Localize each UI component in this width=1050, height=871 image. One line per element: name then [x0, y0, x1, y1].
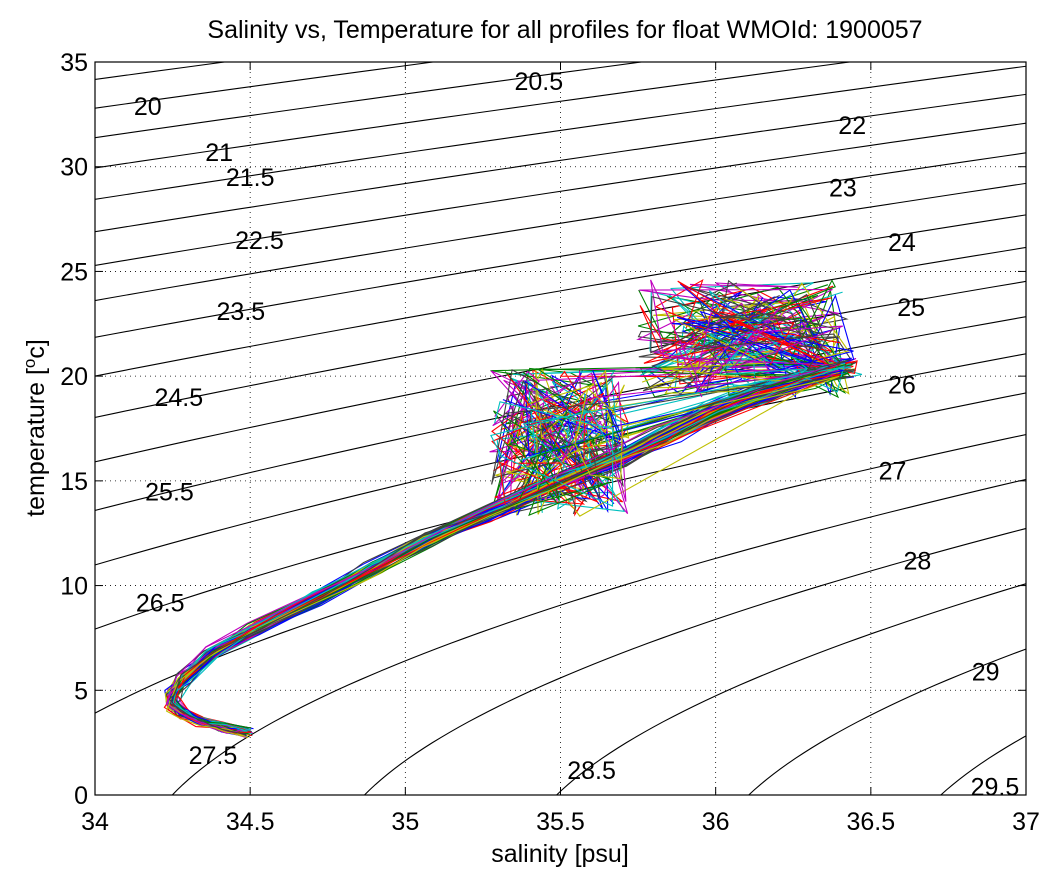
isopycnal-line	[95, 182, 1026, 338]
profile-line	[176, 369, 856, 737]
isopycnal-line	[95, 214, 1026, 377]
profile-line	[166, 369, 844, 734]
y-tick-label: 15	[60, 468, 88, 496]
isopycnal-line	[939, 735, 1026, 795]
y-tick-label: 30	[60, 154, 88, 182]
profile-line	[167, 279, 851, 735]
x-tick-label: 36	[702, 808, 730, 836]
contour-label: 27	[879, 457, 907, 485]
profile-line	[165, 279, 843, 735]
isopycnal-line	[747, 648, 1026, 795]
x-tick-label: 34	[81, 808, 109, 836]
isopycnal-line	[171, 478, 1026, 795]
contour-label: 28	[903, 547, 931, 575]
profile-line	[173, 365, 841, 734]
profile-line	[166, 302, 836, 739]
profile-line	[169, 361, 852, 728]
y-axis-ticks: 0 5 10 15 20 25 30 35	[60, 49, 1026, 810]
profile-line	[167, 375, 843, 738]
contour-label: 22	[838, 112, 866, 140]
profile-lines	[163, 279, 863, 739]
contour-label: 20.5	[514, 68, 563, 96]
contour-label: 26.5	[136, 589, 185, 617]
profile-line	[172, 280, 841, 731]
profile-line	[168, 370, 846, 735]
contour-label: 23.5	[217, 298, 266, 326]
contour-label: 29	[972, 658, 1000, 686]
contour-label: 22.5	[235, 227, 284, 255]
isopycnal-line	[95, 316, 1026, 511]
isopycnal-line	[363, 527, 1026, 795]
x-tick-label: 35	[391, 808, 419, 836]
isopycnal-contours	[95, 62, 1026, 795]
profile-line	[168, 294, 850, 736]
isopycnal-line	[95, 62, 438, 109]
contour-label: 26	[888, 372, 916, 400]
isopycnal-line	[95, 433, 1026, 714]
profile-line	[164, 286, 840, 737]
x-axis-label: salinity [psu]	[491, 840, 629, 868]
contour-label: 23	[829, 175, 857, 203]
isopycnal-line	[95, 122, 1026, 266]
y-tick-label: 35	[60, 49, 88, 77]
profile-line	[168, 357, 837, 734]
chart-title: Salinity vs, Temperature for all profile…	[207, 16, 922, 44]
x-axis-ticks: 34 34.5 35 35.5 36 36.5 37	[81, 62, 1040, 836]
y-tick-label: 5	[74, 677, 88, 705]
profile-line	[174, 362, 853, 734]
profile-line	[172, 366, 845, 732]
profile-line	[167, 370, 846, 736]
profile-line	[165, 375, 840, 739]
isopycnal-line	[95, 353, 1026, 566]
y-tick-label: 25	[60, 258, 88, 286]
isopycnal-line	[555, 583, 1026, 795]
profile-line	[170, 368, 851, 736]
profile-line	[170, 359, 847, 735]
isopycnal-line	[95, 152, 1026, 302]
contour-label: 27.5	[189, 742, 238, 770]
y-axis-label: temperature [oc]	[20, 339, 50, 517]
profile-line	[166, 367, 845, 737]
contour-label: 25.5	[145, 478, 194, 506]
contour-label: 20	[134, 93, 162, 121]
y-tick-label: 10	[60, 573, 88, 601]
contour-label: 29.5	[971, 774, 1020, 802]
isopycnal-line	[95, 93, 1026, 233]
contour-label: 21.5	[226, 164, 275, 192]
x-tick-label: 37	[1012, 808, 1040, 836]
profile-line	[165, 366, 835, 736]
isopycnal-line	[95, 62, 854, 169]
isopycnal-line	[95, 62, 646, 139]
profile-line	[176, 357, 857, 734]
contour-label: 25	[897, 294, 925, 322]
isopycnal-line	[95, 392, 1026, 630]
contour-label: 28.5	[567, 757, 616, 785]
y-tick-label: 20	[60, 363, 88, 391]
isopycnal-line	[95, 65, 1026, 200]
x-tick-label: 36.5	[846, 808, 895, 836]
isopycnal-line	[95, 246, 1026, 418]
x-tick-label: 34.5	[226, 808, 275, 836]
x-tick-label: 35.5	[536, 808, 585, 836]
contour-label: 24.5	[154, 384, 203, 412]
contour-label: 24	[888, 229, 916, 257]
contour-label: 21	[205, 139, 233, 167]
profile-line	[169, 366, 846, 731]
isopycnal-line	[95, 280, 1026, 463]
y-tick-label: 0	[74, 782, 88, 810]
